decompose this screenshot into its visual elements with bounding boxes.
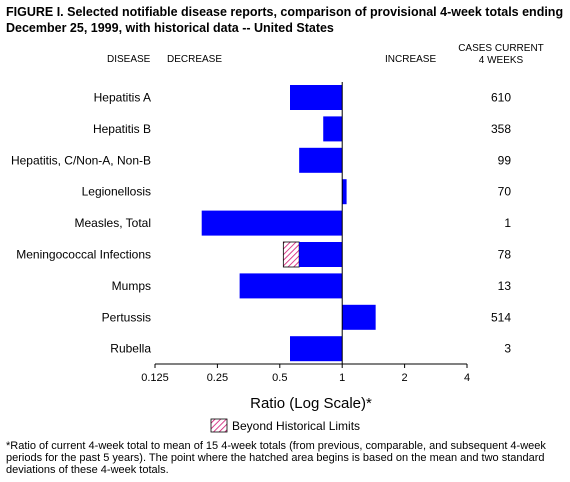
cases-value: 70: [498, 185, 512, 199]
increase-header: INCREASE: [385, 54, 436, 65]
category-label: Pertussis: [102, 310, 151, 324]
category-label: Mumps: [112, 279, 151, 293]
bar: [239, 273, 343, 299]
bar: [201, 210, 343, 236]
chart-title: FIGURE I. Selected notifiable disease re…: [6, 5, 564, 35]
x-tick-label: 4: [464, 372, 470, 384]
cases-value: 610: [491, 91, 511, 105]
cases-header-line1: CASES CURRENT: [458, 43, 544, 54]
bar: [342, 179, 347, 205]
bar: [299, 242, 343, 267]
category-label: Meningococcal Infections: [16, 248, 151, 262]
legend-label: Beyond Historical Limits: [232, 419, 360, 433]
bar: [323, 116, 343, 142]
category-label: Hepatitis A: [94, 91, 151, 105]
cases-value: 3: [504, 342, 511, 356]
cases-value: 13: [498, 279, 512, 293]
legend-swatch: [210, 418, 228, 433]
x-tick-label: 0.125: [141, 372, 169, 384]
cases-value: 99: [498, 153, 512, 167]
category-label: Rubella: [110, 342, 151, 356]
decrease-header: DECREASE: [167, 54, 222, 65]
x-axis-label: Ratio (Log Scale)*: [250, 395, 372, 412]
bar: [299, 147, 343, 173]
bar: [290, 336, 343, 362]
category-label: Hepatitis B: [93, 122, 151, 136]
disease-header: DISEASE: [107, 54, 151, 65]
cases-header-line2: 4 WEEKS: [479, 55, 524, 66]
x-tick-label: 0.25: [207, 372, 228, 384]
x-tick-label: 2: [402, 372, 408, 384]
cases-value: 78: [498, 248, 512, 262]
cases-value: 1: [504, 216, 511, 230]
bar-hatched: [282, 241, 300, 268]
category-label: Measles, Total: [75, 216, 151, 230]
x-tick-label: 1: [339, 372, 345, 384]
category-label: Legionellosis: [82, 185, 151, 199]
cases-value: 358: [491, 122, 511, 136]
footnote: *Ratio of current 4-week total to mean o…: [6, 440, 546, 476]
bar: [342, 304, 376, 330]
bar: [290, 85, 343, 110]
plot-area: Hepatitis A 610 Hepatitis B 358 Hepatitis, C…: [11, 82, 511, 384]
category-label: Hepatitis, C/Non-A, Non-B: [11, 153, 151, 167]
chart: DISEASE DECREASE INCREASE CASES CURRENT …: [11, 43, 544, 433]
cases-value: 514: [491, 310, 511, 324]
x-tick-label: 0.5: [272, 372, 287, 384]
